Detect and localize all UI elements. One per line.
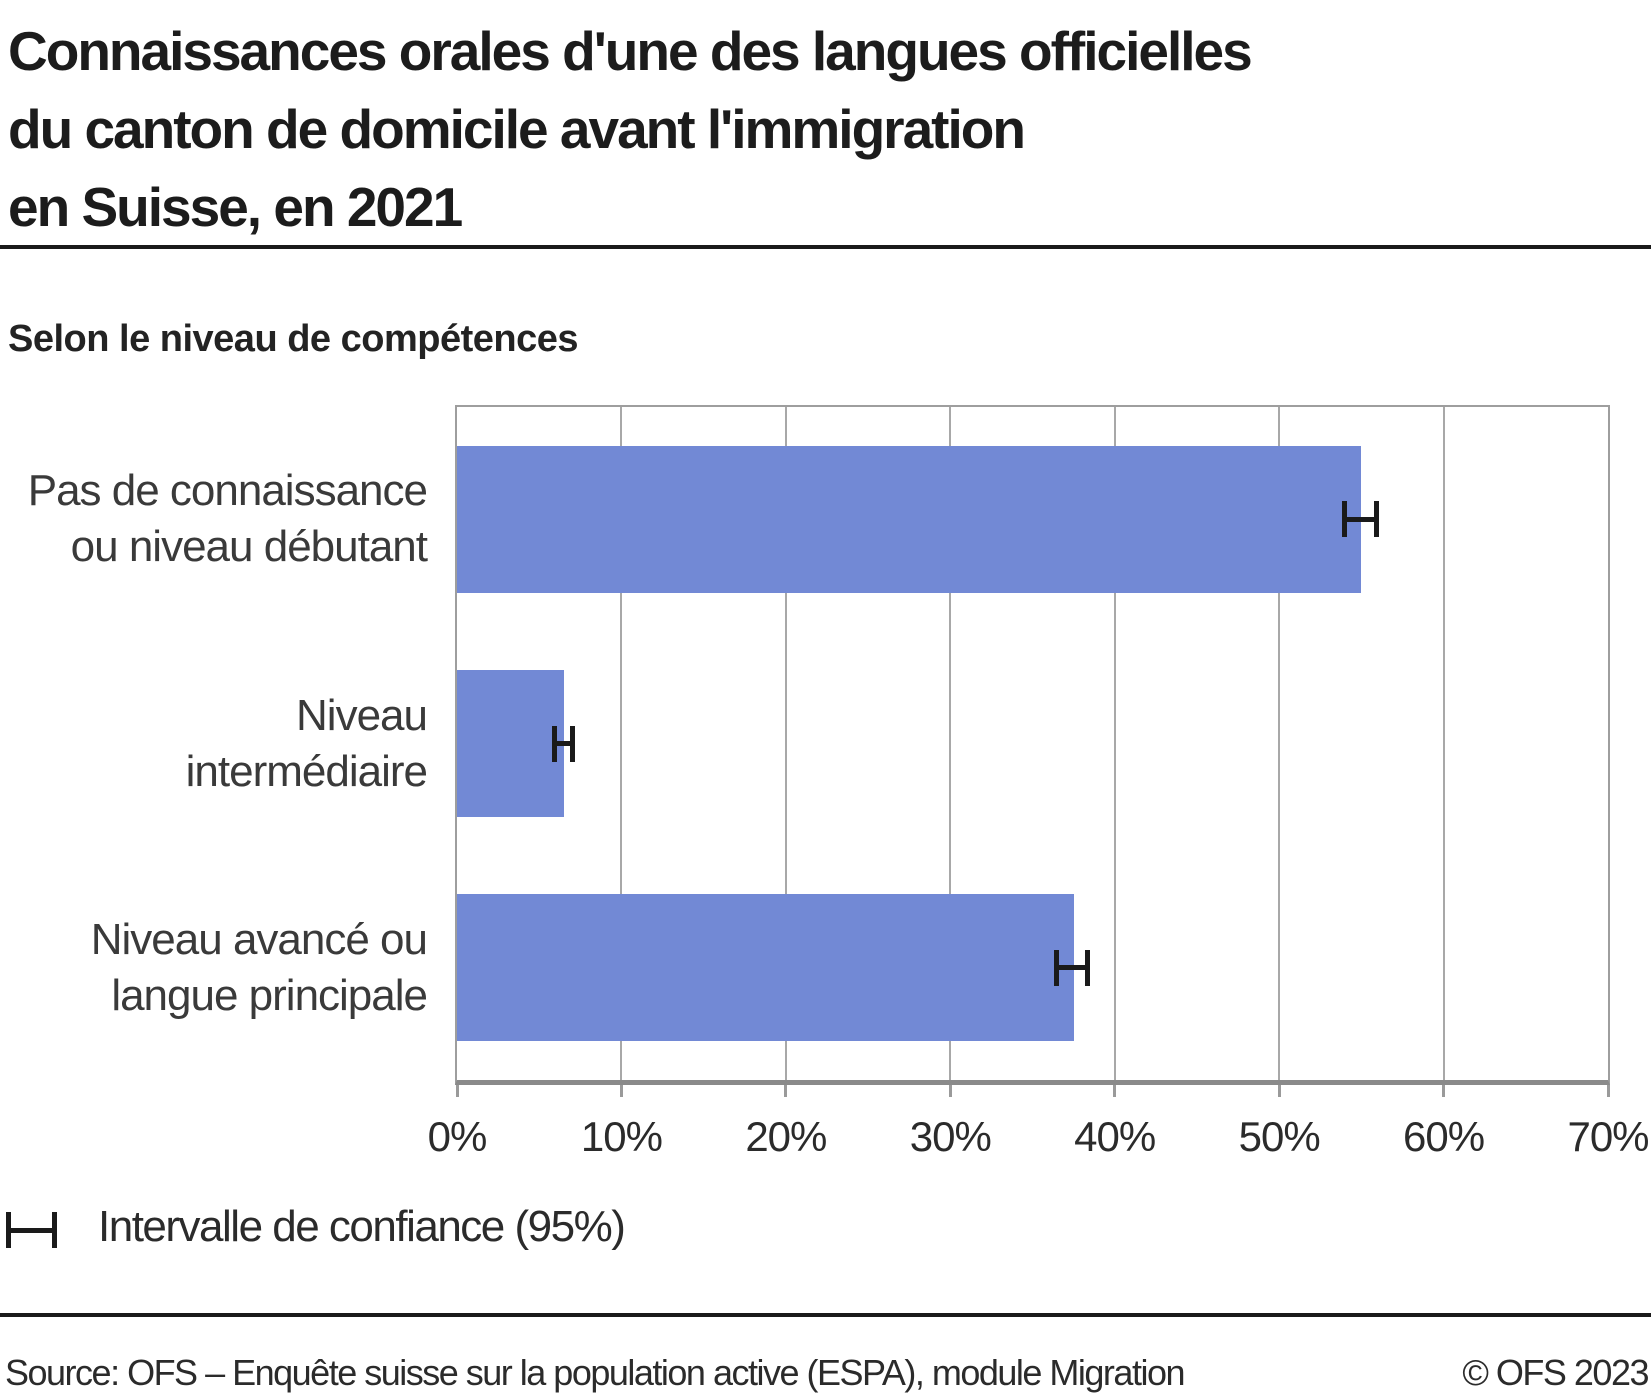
- x-axis-tick-60: [1442, 1085, 1446, 1097]
- x-axis-tick-40: [1113, 1085, 1117, 1097]
- category-label-2: Niveau avancé ou langue principale: [0, 912, 428, 1024]
- copyright-text: © OFS 2023: [1462, 1352, 1649, 1393]
- x-axis-label-70: 70%: [1567, 1113, 1649, 1160]
- chart-title-line-3: en Suisse, en 2021: [8, 176, 463, 238]
- chart-subtitle: Selon le niveau de compétences: [8, 318, 579, 360]
- error-bar-2-hline: [1053, 965, 1091, 971]
- bar-2: [457, 894, 1074, 1042]
- x-axis-tick-70: [1606, 1085, 1610, 1097]
- bar-0: [457, 445, 1362, 593]
- x-axis-label-40: 40%: [1074, 1113, 1156, 1160]
- error-bar-0: [1341, 501, 1380, 538]
- gridline-40: [1113, 407, 1116, 1080]
- error-bar-0-cap-right: [1374, 501, 1380, 538]
- x-axis-tick-10: [619, 1085, 623, 1097]
- x-axis-label-10: 10%: [580, 1113, 663, 1160]
- chart-title: Connaissances orales d'une des langues o…: [8, 12, 1253, 246]
- confidence-interval-icon: [6, 1212, 57, 1248]
- source-text: Source: OFS – Enquête suisse sur la popu…: [5, 1352, 1185, 1393]
- category-label-line: langue principale: [111, 970, 428, 1020]
- error-bar-1-cap-right: [570, 725, 576, 762]
- category-label-line: Niveau: [296, 690, 428, 740]
- x-axis-label-60: 60%: [1403, 1113, 1485, 1160]
- category-label-line: ou niveau débutant: [70, 522, 428, 572]
- error-bar-0-hline: [1341, 516, 1380, 522]
- x-axis-label-50: 50%: [1238, 1113, 1321, 1160]
- x-axis-label-20: 20%: [745, 1113, 827, 1160]
- x-axis-tick-0: [455, 1085, 459, 1097]
- x-axis-tick-20: [784, 1085, 788, 1097]
- category-label-line: Pas de connaissance: [27, 466, 428, 516]
- error-bar-right-cap: [52, 1212, 57, 1248]
- x-axis-tick-30: [948, 1085, 952, 1097]
- error-bar-2-cap-right: [1085, 949, 1091, 986]
- chart-title-line-1: Connaissances orales d'une des langues o…: [8, 20, 1253, 82]
- category-label-1: Niveau intermédiaire: [0, 688, 428, 800]
- gridline-50: [1278, 407, 1281, 1080]
- x-axis-label-0: 0%: [427, 1113, 488, 1160]
- error-bar-2: [1053, 949, 1091, 986]
- gridline-20: [784, 407, 787, 1080]
- gridline-60: [1442, 407, 1445, 1080]
- x-axis-tick-50: [1277, 1085, 1281, 1097]
- chart-title-line-2: du canton de domicile avant l'immigratio…: [8, 98, 1026, 160]
- x-axis-label-30: 30%: [909, 1113, 992, 1160]
- error-bar-line: [6, 1227, 57, 1233]
- category-label-line: intermédiaire: [185, 746, 428, 796]
- gridline-10: [620, 407, 623, 1080]
- legend-label: Intervalle de confiance (95%): [98, 1202, 626, 1251]
- title-divider-rule: [0, 245, 1651, 249]
- error-bar-1: [552, 725, 576, 762]
- category-label-0: Pas de connaissance ou niveau débutant: [0, 463, 428, 575]
- category-label-line: Niveau avancé ou: [90, 914, 428, 964]
- error-bar-1-hline: [552, 741, 576, 746]
- plot-area: [455, 405, 1610, 1085]
- bar-1: [457, 670, 564, 817]
- gridline-30: [949, 407, 952, 1080]
- footer-divider-rule: [0, 1313, 1651, 1317]
